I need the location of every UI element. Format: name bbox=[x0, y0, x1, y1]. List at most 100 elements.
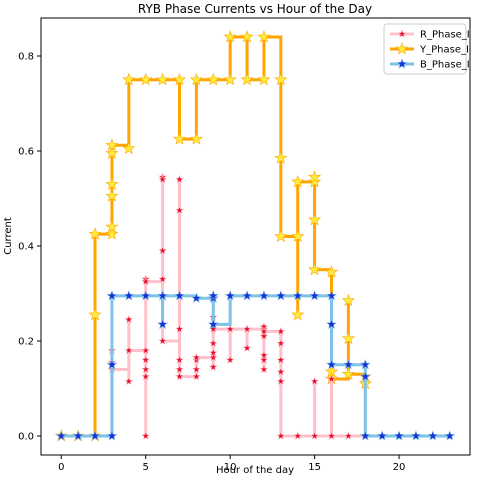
x-tick-label: 5 bbox=[143, 462, 149, 473]
data-point-y-phase-i bbox=[240, 72, 254, 86]
x-tick-label: 15 bbox=[308, 462, 321, 473]
data-point-r-phase-i bbox=[326, 374, 337, 383]
data-point-y-phase-i bbox=[105, 146, 119, 159]
data-point-b-phase-i bbox=[140, 290, 152, 301]
data-point-y-phase-i bbox=[206, 72, 220, 86]
data-point-b-phase-i bbox=[72, 430, 84, 441]
data-point-r-phase-i bbox=[242, 324, 252, 334]
legend-label-y-phase-i: Y_Phase_I bbox=[419, 45, 469, 56]
data-point-b-phase-i bbox=[173, 290, 186, 301]
data-point-y-phase-i bbox=[291, 175, 305, 188]
axes-frame bbox=[40, 17, 471, 456]
legend: R_Phase_I Y_Phase_I B_Phase_I bbox=[383, 23, 470, 75]
data-point-y-phase-i bbox=[257, 72, 271, 86]
data-point-b-phase-i bbox=[224, 290, 236, 301]
data-point-y-phase-i bbox=[105, 138, 119, 151]
data-point-r-phase-i bbox=[174, 205, 185, 215]
data-point-b-phase-i bbox=[359, 358, 371, 370]
data-point-r-phase-i bbox=[225, 355, 235, 364]
data-point-r-phase-i bbox=[141, 345, 151, 355]
data-point-r-phase-i bbox=[157, 336, 168, 345]
data-point-y-phase-i bbox=[172, 72, 187, 86]
legend-marker-y-phase-i bbox=[395, 42, 409, 55]
data-point-y-phase-i bbox=[223, 72, 237, 86]
x-axis-ticks: 0 5 10 15 20 bbox=[58, 455, 405, 473]
data-point-b-phase-i bbox=[325, 358, 338, 370]
data-point-y-phase-i bbox=[274, 72, 288, 86]
data-point-b-phase-i bbox=[157, 318, 169, 330]
data-point-r-phase-i bbox=[293, 431, 303, 440]
data-point-y-phase-i bbox=[291, 229, 305, 243]
data-point-r-phase-i bbox=[259, 331, 269, 341]
y-tick-label: 0.0 bbox=[18, 432, 34, 443]
data-point-b-phase-i bbox=[410, 430, 422, 441]
data-point-r-phase-i bbox=[309, 376, 320, 386]
data-point-y-phase-i bbox=[274, 151, 288, 164]
legend-box bbox=[383, 23, 467, 75]
series-line-y-phase-i bbox=[61, 35, 367, 438]
data-point-r-phase-i bbox=[242, 343, 252, 353]
data-point-y-phase-i bbox=[308, 213, 322, 226]
data-point-y-phase-i bbox=[105, 177, 119, 190]
data-point-y-phase-i bbox=[341, 331, 355, 345]
data-point-b-phase-i bbox=[309, 290, 321, 301]
data-point-b-phase-i bbox=[325, 318, 338, 330]
data-point-r-phase-i bbox=[276, 338, 286, 348]
data-point-r-phase-i bbox=[174, 371, 185, 381]
data-point-y-phase-i bbox=[257, 30, 271, 43]
y-tick-label: 0.6 bbox=[18, 147, 34, 158]
data-point-r-phase-i bbox=[141, 276, 151, 286]
data-point-r-phase-i bbox=[141, 355, 151, 364]
series-line-r-phase-i bbox=[61, 177, 450, 438]
x-tick-label: 0 bbox=[58, 462, 64, 473]
data-point-r-phase-i bbox=[276, 376, 286, 386]
data-point-r-phase-i bbox=[276, 355, 286, 364]
data-point-r-phase-i bbox=[157, 245, 168, 255]
data-point-r-phase-i bbox=[157, 274, 168, 284]
data-point-y-phase-i bbox=[341, 293, 355, 307]
data-point-r-phase-i bbox=[174, 324, 185, 334]
data-point-r-phase-i bbox=[124, 345, 134, 355]
y-axis-ticks: 0.0 0.2 0.4 0.6 0.8 bbox=[18, 52, 41, 443]
data-point-y-phase-i bbox=[88, 308, 102, 321]
data-point-r-phase-i bbox=[141, 371, 151, 381]
data-point-r-phase-i bbox=[259, 326, 269, 336]
data-point-b-phase-i bbox=[241, 290, 253, 301]
data-point-y-phase-i bbox=[341, 367, 355, 380]
data-point-b-phase-i bbox=[275, 290, 287, 301]
data-point-y-phase-i bbox=[122, 72, 136, 86]
data-point-r-phase-i bbox=[208, 352, 218, 362]
data-point-y-phase-i bbox=[308, 170, 322, 183]
data-point-y-phase-i bbox=[240, 30, 254, 43]
data-point-b-phase-i bbox=[106, 358, 118, 370]
data-point-r-phase-i bbox=[343, 431, 354, 440]
data-point-r-phase-i bbox=[141, 364, 151, 374]
data-point-r-phase-i bbox=[259, 355, 269, 364]
legend-marker-r-phase-i bbox=[397, 29, 407, 38]
data-point-b-phase-i bbox=[207, 290, 219, 301]
x-tick-label: 20 bbox=[393, 462, 406, 473]
data-point-r-phase-i bbox=[174, 174, 185, 184]
data-point-b-phase-i bbox=[427, 430, 439, 441]
data-point-y-phase-i bbox=[156, 72, 170, 86]
data-point-r-phase-i bbox=[174, 364, 185, 374]
data-point-y-phase-i bbox=[291, 308, 305, 321]
data-point-b-phase-i bbox=[106, 430, 118, 441]
data-point-b-phase-i bbox=[106, 290, 118, 301]
series-line-b-phase-i bbox=[61, 294, 450, 438]
data-point-y-phase-i bbox=[274, 229, 288, 243]
data-point-r-phase-i bbox=[141, 431, 151, 440]
data-point-b-phase-i bbox=[325, 290, 338, 301]
data-point-y-phase-i bbox=[189, 72, 203, 86]
y-tick-label: 0.8 bbox=[18, 52, 34, 63]
y-tick-label: 0.2 bbox=[18, 337, 34, 348]
legend-label-b-phase-i: B_Phase_I bbox=[420, 60, 470, 71]
data-point-b-phase-i bbox=[55, 430, 67, 441]
data-point-r-phase-i bbox=[208, 348, 218, 357]
data-point-y-phase-i bbox=[172, 132, 187, 145]
data-point-y-phase-i bbox=[105, 220, 119, 233]
data-point-b-phase-i bbox=[342, 358, 354, 370]
data-point-y-phase-i bbox=[189, 132, 203, 145]
data-point-y-phase-i bbox=[122, 141, 136, 155]
data-point-b-phase-i bbox=[292, 290, 304, 301]
